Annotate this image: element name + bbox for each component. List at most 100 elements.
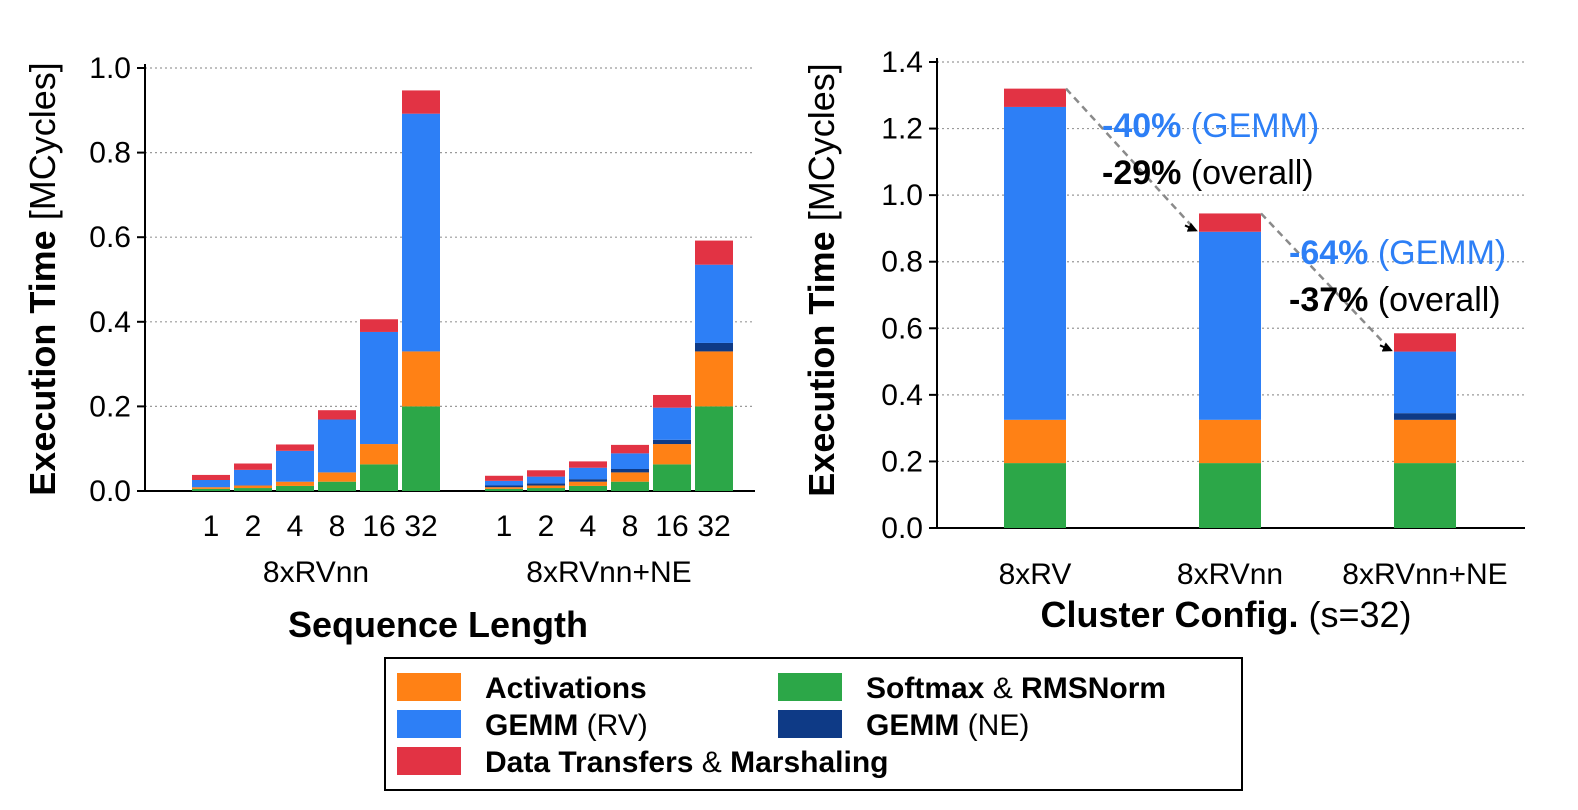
left-bar-8xRVnn+NE-16-data: [653, 394, 691, 408]
left-bar-8xRVnn-8-activations: [318, 472, 356, 482]
left-bar-8xRVnn-1-data: [192, 474, 230, 481]
reduction-arrow-head: [1379, 342, 1393, 352]
right-y-title-bold: Execution Time: [801, 231, 842, 496]
left-bar-8xRVnn+NE-16-activations: [653, 444, 691, 465]
left-bar-8xRVnn+NE-8-gemm_ne: [611, 469, 649, 473]
right-y-tick-label: 1.0: [881, 179, 923, 212]
right-bar-8xRV-softmax: [1004, 463, 1066, 528]
legend-swatch-data: [397, 747, 461, 775]
legend-label-activations: Activations: [485, 672, 647, 705]
left-bar-8xRVnn-4-gemm_rv: [276, 450, 314, 482]
gemm-reduction-text: (GEMM): [1181, 107, 1319, 145]
right-bar-8xRVnn+NE-gemm_rv: [1394, 351, 1456, 414]
left-bar-8xRVnn+NE-8-gemm_rv: [611, 453, 649, 470]
left-x-tick-label: 32: [404, 510, 437, 543]
legend-label-gemm_ne: GEMM (NE): [866, 709, 1029, 742]
left-bar-8xRVnn-16-activations: [360, 444, 398, 465]
legend-label-data: Data Transfers & Marshaling: [485, 746, 889, 779]
right-x-title-normal: (s=32): [1298, 594, 1411, 635]
right-x-axis-title: Cluster Config. (s=32): [1040, 594, 1411, 635]
left-bar-8xRVnn+NE-1-gemm_rv: [485, 480, 523, 486]
reduction-arrow-line: [1260, 212, 1391, 351]
left-y-title-bold: Execution Time: [22, 230, 63, 495]
left-y-tick-label: 0.8: [89, 137, 131, 170]
right-y-tick-label: 0.8: [881, 246, 923, 279]
left-bar-8xRVnn-32-gemm_rv: [402, 113, 440, 352]
right-y-tick-label: 1.2: [881, 113, 923, 146]
right-y-tick-label: 0.6: [881, 312, 923, 345]
left-bar-8xRVnn-2-activations: [234, 485, 272, 489]
left-bar-8xRVnn+NE-1-softmax: [485, 488, 523, 491]
right-x-tick-label: 8xRVnn: [1177, 558, 1283, 591]
overall-reduction-value: -37%: [1289, 281, 1368, 319]
left-x-axis-title: Sequence Length: [288, 604, 588, 645]
legend-label-bold: Softmax: [866, 672, 985, 705]
legend-swatch-gemm_rv: [397, 710, 461, 738]
right-x-tick-label: 8xRV: [999, 558, 1072, 591]
legend-label-bold2: RMSNorm: [1021, 672, 1166, 705]
left-bar-8xRVnn-2-data: [234, 463, 272, 470]
left-bar-8xRVnn+NE-2-softmax: [527, 488, 565, 491]
left-bar-8xRVnn-2-softmax: [234, 488, 272, 491]
right-x-title-bold: Cluster Config.: [1040, 594, 1298, 635]
overall-reduction-text: (overall): [1181, 154, 1313, 192]
legend-swatch-softmax: [778, 673, 842, 701]
left-bar-8xRVnn+NE-16-softmax: [653, 464, 691, 491]
legend-label-bold: GEMM: [866, 709, 959, 742]
right-y-tick-label: 0.0: [881, 512, 923, 545]
legend-label-bold2: Marshaling: [730, 746, 888, 779]
legend-swatch-gemm_ne: [778, 710, 842, 738]
right-y-title-unit: [MCycles]: [801, 63, 842, 231]
left-bar-8xRVnn+NE-1-activations: [485, 487, 523, 489]
legend-label-gemm_rv: GEMM (RV): [485, 709, 648, 742]
left-y-axis-title: Execution Time [MCycles]: [22, 62, 63, 495]
left-bar-8xRVnn-32-softmax: [402, 406, 440, 491]
legend-label-softmax: Softmax & RMSNorm: [866, 672, 1166, 705]
right-bar-8xRV-activations: [1004, 419, 1066, 464]
left-bar-8xRVnn-1-gemm_rv: [192, 480, 230, 488]
right-y-tick-label: 0.2: [881, 445, 923, 478]
right-y-tick-label: 1.4: [881, 46, 923, 79]
right-bar-8xRVnn-softmax: [1199, 463, 1261, 528]
left-bar-8xRVnn-16-softmax: [360, 464, 398, 491]
left-bar-8xRVnn-4-softmax: [276, 485, 314, 491]
left-bar-8xRVnn+NE-2-gemm_ne: [527, 483, 565, 486]
left-x-tick-label: 4: [287, 510, 304, 543]
left-group-label: 8xRVnn: [263, 556, 369, 589]
left-bar-8xRVnn+NE-1-gemm_ne: [485, 485, 523, 488]
left-bar-8xRVnn-8-gemm_rv: [318, 419, 356, 473]
left-x-tick-label: 1: [203, 510, 220, 543]
left-y-tick-label: 1.0: [89, 52, 131, 85]
left-bar-8xRVnn+NE-8-softmax: [611, 481, 649, 491]
right-bar-8xRVnn+NE-activations: [1394, 419, 1456, 464]
right-y-tick-label: 0.4: [881, 379, 923, 412]
right-bar-8xRVnn+NE-softmax: [1394, 463, 1456, 528]
legend-swatch-activations: [397, 673, 461, 701]
legend: Activations Softmax & RMSNorm GEMM (RV) GEM…: [384, 657, 1243, 791]
gemm-reduction-annotation: -64% (GEMM): [1289, 234, 1506, 272]
legend-label-bold: Data Transfers: [485, 746, 693, 779]
right-bar-8xRVnn+NE-gemm_ne: [1394, 413, 1456, 420]
left-x-tick-label: 8: [622, 510, 639, 543]
left-bar-8xRVnn+NE-2-gemm_rv: [527, 476, 565, 484]
legend-label-normal: &: [693, 746, 730, 779]
left-bar-8xRVnn+NE-32-data: [695, 240, 733, 265]
left-y-tick-label: 0.6: [89, 221, 131, 254]
left-group-label: 8xRVnn+NE: [526, 556, 691, 589]
left-bar-8xRVnn+NE-16-gemm_ne: [653, 439, 691, 445]
left-bar-8xRVnn+NE-4-activations: [569, 481, 607, 486]
left-bar-8xRVnn-1-softmax: [192, 488, 230, 491]
legend-label-normal: (NE): [959, 709, 1029, 742]
left-bar-8xRVnn+NE-32-softmax: [695, 406, 733, 491]
right-bar-8xRV-data: [1004, 88, 1066, 107]
right-chart: 0.0 0.2 0.4 0.6 0.8 1.0 1.2 1.4 8xRV 8xRVnn 8xRVnn…: [801, 46, 1525, 635]
left-bar-8xRVnn+NE-32-gemm_rv: [695, 264, 733, 343]
left-x-tick-label: 4: [580, 510, 597, 543]
left-x-tick-label: 32: [697, 510, 730, 543]
left-bar-8xRVnn+NE-32-activations: [695, 351, 733, 407]
right-bar-8xRV-gemm_rv: [1004, 106, 1066, 420]
left-bar-8xRVnn+NE-32-gemm_ne: [695, 342, 733, 352]
gemm-reduction-annotation: -40% (GEMM): [1102, 107, 1319, 145]
left-x-tick-label: 2: [245, 510, 262, 543]
left-bar-8xRVnn-16-gemm_rv: [360, 331, 398, 445]
